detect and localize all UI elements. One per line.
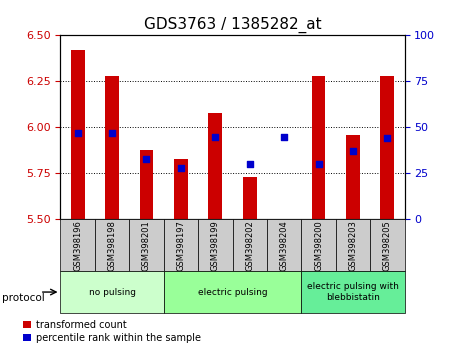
Bar — [243, 177, 257, 219]
Point — [108, 130, 116, 136]
Point — [349, 149, 357, 154]
Point — [74, 130, 81, 136]
Bar — [301, 219, 336, 271]
Bar — [267, 219, 301, 271]
Text: no pulsing: no pulsing — [88, 287, 136, 297]
Bar — [60, 271, 164, 313]
Point — [246, 161, 253, 167]
Point — [177, 165, 185, 171]
Bar — [129, 219, 164, 271]
Bar — [301, 271, 405, 313]
Bar — [60, 219, 95, 271]
Bar — [105, 76, 119, 219]
Text: GSM398203: GSM398203 — [348, 220, 358, 270]
Point — [280, 134, 288, 139]
Bar — [380, 76, 394, 219]
Bar — [174, 159, 188, 219]
Point — [315, 161, 322, 167]
Point — [143, 156, 150, 161]
Text: GSM398202: GSM398202 — [245, 220, 254, 270]
Bar — [71, 50, 85, 219]
Text: GSM398201: GSM398201 — [142, 220, 151, 270]
Bar — [346, 135, 360, 219]
Bar — [140, 149, 153, 219]
Legend: transformed count, percentile rank within the sample: transformed count, percentile rank withi… — [23, 320, 201, 343]
Point — [212, 134, 219, 139]
Text: GSM398199: GSM398199 — [211, 220, 220, 270]
Text: electric pulsing with
blebbistatin: electric pulsing with blebbistatin — [307, 282, 399, 302]
Text: GSM398198: GSM398198 — [107, 220, 117, 270]
Text: GSM398204: GSM398204 — [279, 220, 289, 270]
Text: GSM398205: GSM398205 — [383, 220, 392, 270]
Bar — [232, 219, 267, 271]
Bar — [95, 219, 129, 271]
Text: protocol: protocol — [2, 293, 45, 303]
Text: electric pulsing: electric pulsing — [198, 287, 267, 297]
Title: GDS3763 / 1385282_at: GDS3763 / 1385282_at — [144, 16, 321, 33]
Bar — [164, 219, 198, 271]
Bar — [198, 219, 232, 271]
Bar — [312, 76, 326, 219]
Point — [384, 136, 391, 141]
Bar — [370, 219, 405, 271]
Bar — [164, 271, 301, 313]
Text: GSM398196: GSM398196 — [73, 220, 82, 270]
Bar — [336, 219, 370, 271]
Text: GSM398197: GSM398197 — [176, 220, 186, 270]
Bar — [208, 113, 222, 219]
Text: GSM398200: GSM398200 — [314, 220, 323, 270]
